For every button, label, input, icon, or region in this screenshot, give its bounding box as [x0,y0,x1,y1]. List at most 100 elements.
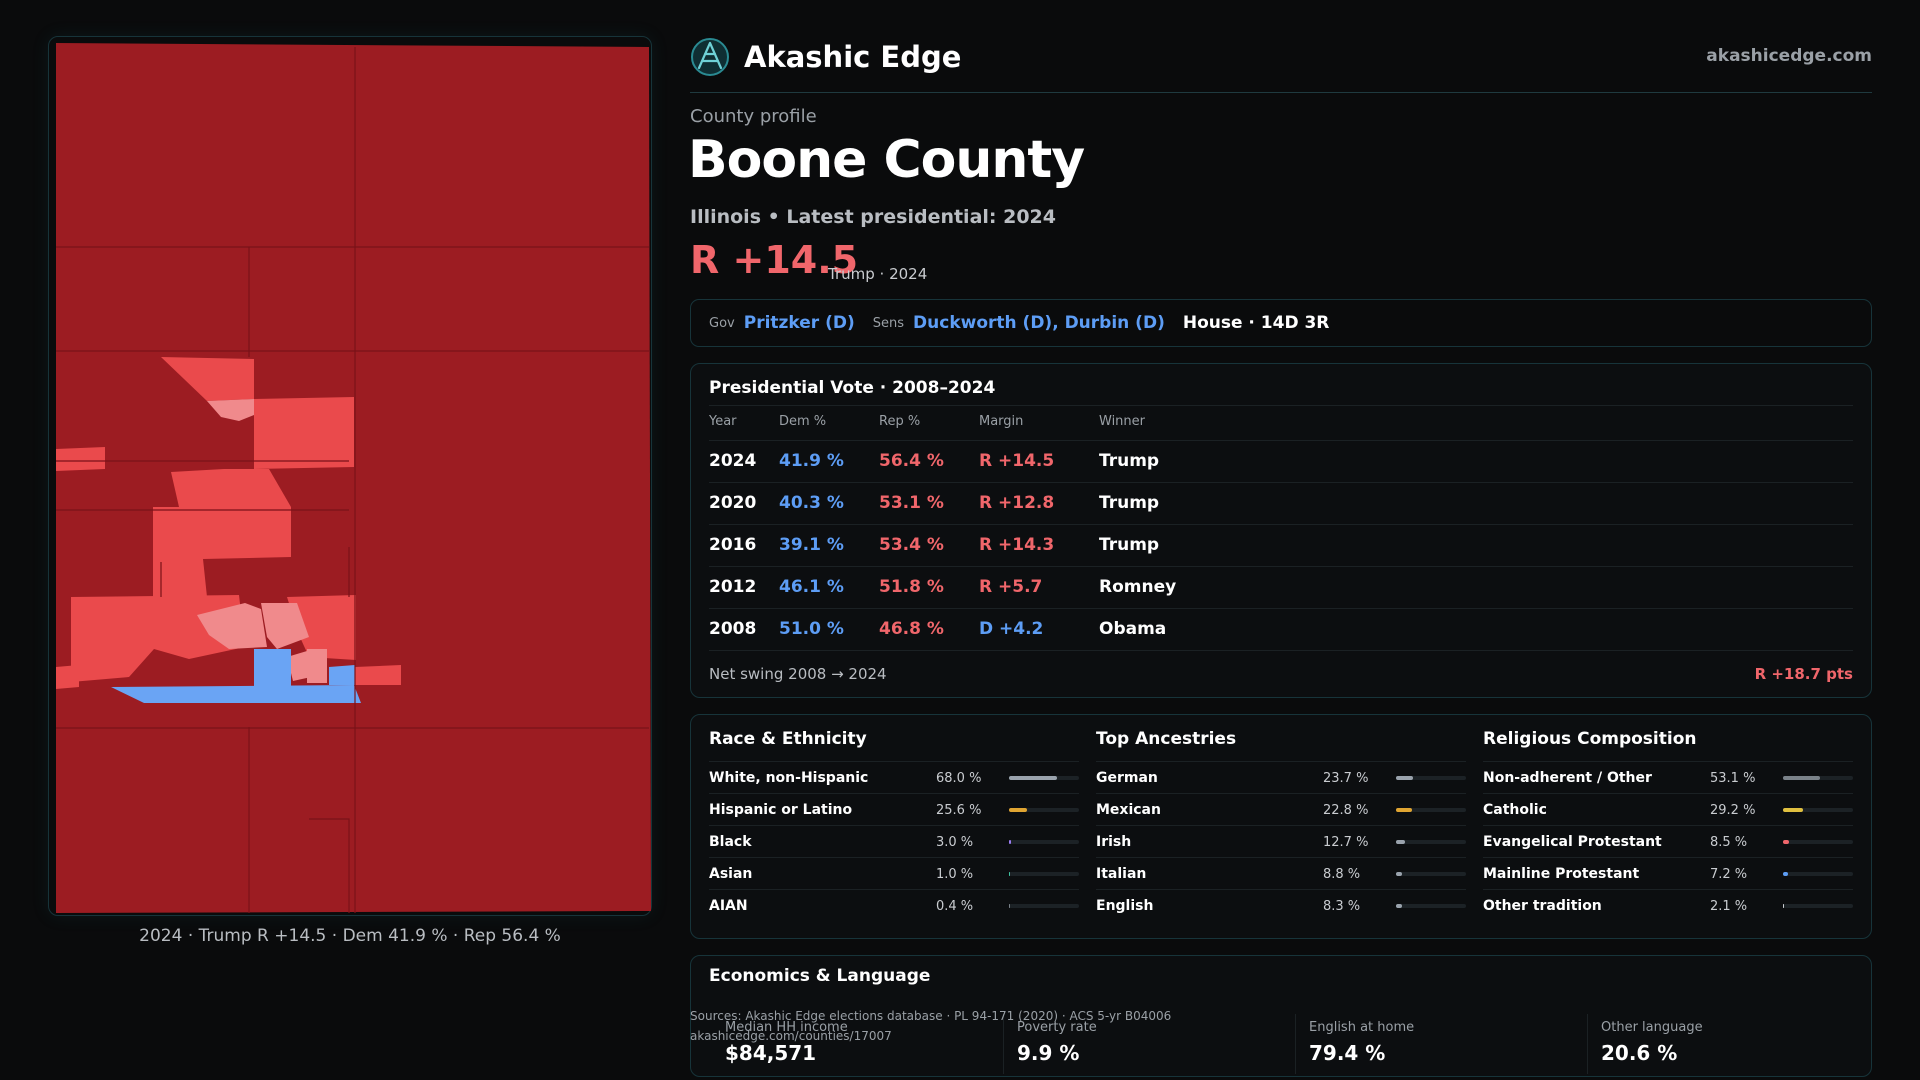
table-row[interactable]: 2024 41.9 % 56.4 % R +14.5 Trump [691,441,1871,481]
vote-card-title: Presidential Vote · 2008–2024 [709,378,996,398]
item-label: Hispanic or Latino [709,802,853,818]
list-item: White, non-Hispanic 68.0 % [709,761,1079,793]
item-bar-track [1783,808,1853,812]
item-label: German [1096,770,1158,786]
divider [1295,1014,1296,1074]
sources-url-link[interactable]: akashicedge.com/counties/17007 [690,1029,892,1043]
item-bar-track [1009,808,1079,812]
stat-median-income: Median HH income $84,571 [725,1014,1017,1074]
list-item: Mexican 22.8 % [1096,793,1466,825]
row-rep: 56.4 % [879,451,944,471]
map-precinct [207,399,254,421]
table-row[interactable]: 2020 40.3 % 53.1 % R +12.8 Trump [691,483,1871,523]
row-margin: R +5.7 [979,577,1043,597]
row-margin: R +14.5 [979,451,1055,471]
divider [709,524,1853,525]
senators-label: Sens [872,315,905,331]
table-row[interactable]: 2012 46.1 % 51.8 % R +5.7 Romney [691,567,1871,607]
col-header-margin: Margin [979,414,1024,429]
item-value: 2.1 % [1710,899,1748,914]
page-title: Boone County [688,130,1085,190]
item-value: 25.6 % [936,803,982,818]
col-header-year: Year [709,414,737,429]
table-row[interactable]: 2008 51.0 % 46.8 % D +4.2 Obama [691,609,1871,649]
item-bar-track [1009,904,1079,908]
row-winner: Trump [1099,493,1160,513]
map-precinct [56,447,105,471]
item-value: 8.5 % [1710,835,1748,850]
map-precinct [287,595,356,660]
item-bar-track [1783,872,1853,876]
item-label: AIAN [709,898,748,914]
divider [709,440,1853,441]
item-label: Non-adherent / Other [1483,770,1652,786]
row-dem: 51.0 % [779,619,844,639]
item-label: Italian [1096,866,1147,882]
item-bar-track [1783,776,1853,780]
stat-value: 79.4 % [1309,1041,1386,1065]
list-item: Asian 1.0 % [709,857,1079,889]
net-swing-value: R +18.7 pts [1754,665,1853,683]
item-bar-fill [1783,776,1821,780]
row-year: 2024 [709,451,757,471]
religion-section: Religious Composition Non-adherent / Oth… [1483,715,1853,938]
item-value: 12.7 % [1323,835,1369,850]
map-county-base [56,43,651,913]
sources-line: Sources: Akashic Edge elections database… [690,1009,1172,1023]
row-winner: Romney [1099,577,1177,597]
divider [709,405,1853,406]
item-value: 3.0 % [936,835,974,850]
item-label: Catholic [1483,802,1547,818]
list-item: AIAN 0.4 % [709,889,1079,921]
item-bar-fill [1396,872,1403,876]
list-item: Black 3.0 % [709,825,1079,857]
item-label: Asian [709,866,753,882]
list-item: Catholic 29.2 % [1483,793,1853,825]
section-title: Religious Composition [1483,729,1697,749]
item-value: 68.0 % [936,771,982,786]
item-bar-fill [1783,904,1785,908]
item-value: 29.2 % [1710,803,1756,818]
senators-value[interactable]: Duckworth (D), Durbin (D) [913,313,1165,333]
brand-link[interactable]: Akashic Edge [690,36,961,78]
stat-label: English at home [1309,1020,1415,1035]
map-precinct [254,397,354,469]
item-bar-fill [1396,904,1402,908]
list-item: Other tradition 2.1 % [1483,889,1853,921]
col-header-winner: Winner [1099,414,1146,429]
item-value: 23.7 % [1323,771,1369,786]
table-row[interactable]: 2016 39.1 % 53.4 % R +14.3 Trump [691,525,1871,565]
list-item: Evangelical Protestant 8.5 % [1483,825,1853,857]
item-bar-fill [1009,808,1027,812]
demographics-card: Race & Ethnicity White, non-Hispanic 68.… [690,714,1872,939]
list-item: Irish 12.7 % [1096,825,1466,857]
item-value: 22.8 % [1323,803,1369,818]
col-header-dem: Dem % [779,414,827,429]
map-precinct [56,665,79,689]
item-value: 53.1 % [1710,771,1756,786]
item-bar-fill [1783,808,1804,812]
economics-title: Economics & Language [709,966,931,986]
site-url-link[interactable]: akashicedge.com [1706,46,1872,66]
item-value: 1.0 % [936,867,974,882]
presidential-vote-card: Presidential Vote · 2008–2024 Year Dem %… [690,363,1872,698]
list-item: Non-adherent / Other 53.1 % [1483,761,1853,793]
row-year: 2020 [709,493,757,513]
map-caption: 2024 · Trump R +14.5 · Dem 41.9 % · Rep … [139,926,561,946]
sources-footnote: Sources: Akashic Edge elections database… [690,1006,1171,1046]
map-precinct [197,603,267,649]
row-rep: 51.8 % [879,577,944,597]
item-bar-track [1396,872,1466,876]
economics-card: Economics & Language Median HH income $8… [690,955,1872,1077]
item-bar-fill [1783,872,1789,876]
item-bar-track [1783,840,1853,844]
list-item: Mainline Protestant 7.2 % [1483,857,1853,889]
precinct-map[interactable] [48,36,652,916]
item-value: 8.3 % [1323,899,1361,914]
list-item: German 23.7 % [1096,761,1466,793]
map-precinct [355,665,401,685]
item-bar-track [1396,840,1466,844]
row-margin: D +4.2 [979,619,1044,639]
item-bar-fill [1009,840,1012,844]
governor-value[interactable]: Pritzker (D) [743,313,855,333]
